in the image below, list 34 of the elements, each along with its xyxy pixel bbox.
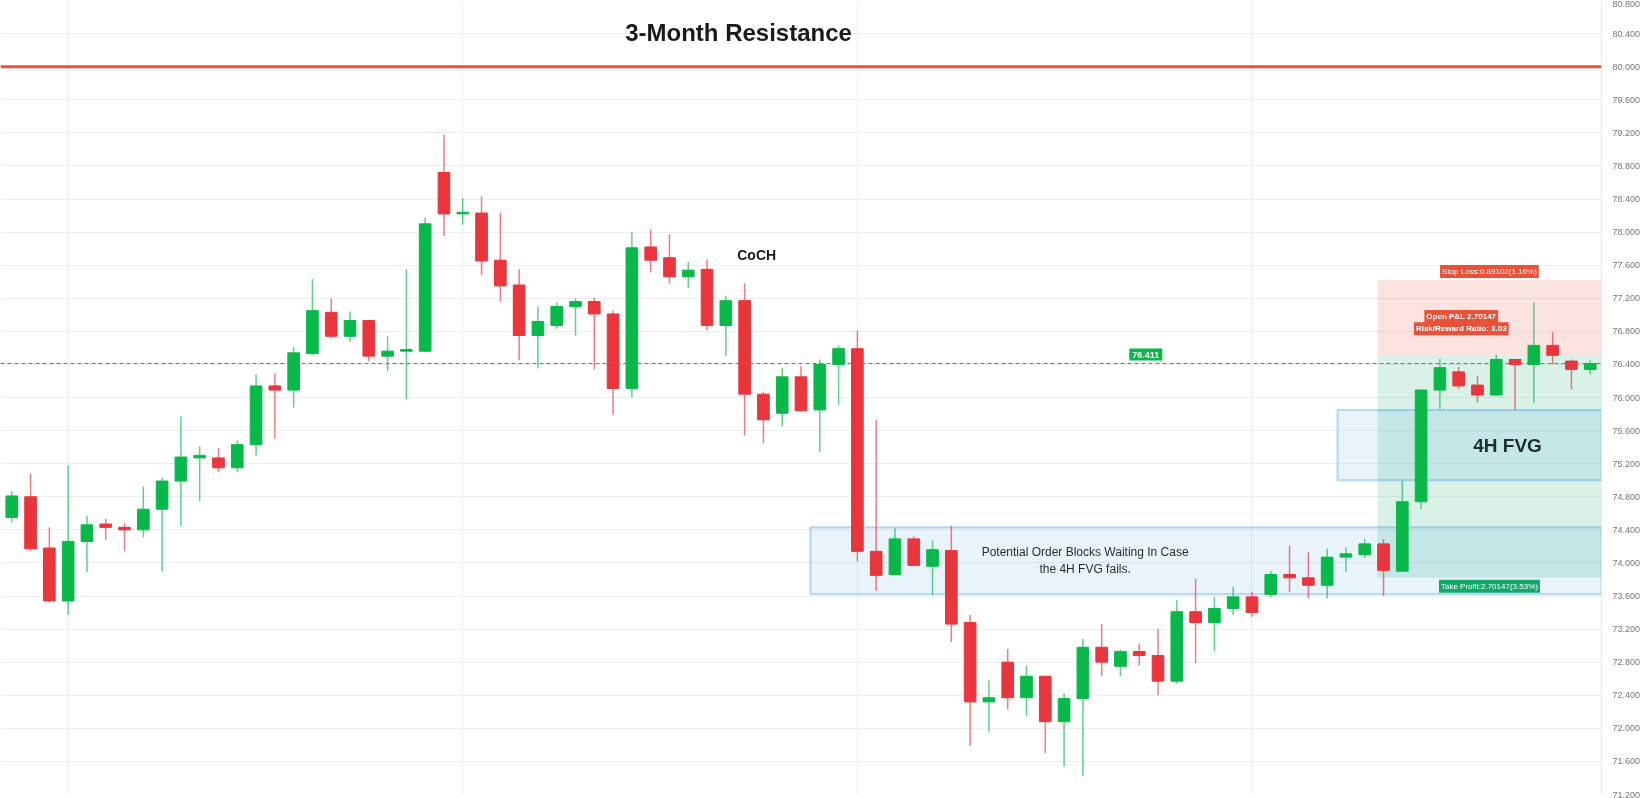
- y-tick-label: 80.400: [1612, 28, 1641, 39]
- band-label: Take Profit:2.70147(3.53%): [1440, 581, 1539, 591]
- y-tick-label: 77.200: [1612, 293, 1641, 304]
- y-tick-label: 72.000: [1612, 723, 1641, 734]
- text: 3-Month Resistance: [625, 18, 852, 46]
- y-tick-label: 78.400: [1612, 194, 1641, 204]
- annotation: Open P&L 2.70147: [1426, 311, 1497, 321]
- y-tick-label: 76.800: [1612, 326, 1641, 337]
- y-tick-label: 75.200: [1612, 458, 1641, 469]
- y-tick-label: 72.800: [1612, 657, 1641, 668]
- y-tick-label: 73.200: [1612, 624, 1641, 635]
- ref-line-label: 76.411: [1132, 349, 1160, 360]
- y-tick-label: 79.600: [1612, 94, 1641, 105]
- y-tick-label: 74.800: [1612, 491, 1641, 502]
- band-label: Potential Order Blocks Waiting In Case the 4H FVG fails.: [981, 545, 1189, 577]
- y-tick-label: 71.600: [1612, 756, 1641, 767]
- y-tick-label: 76.000: [1612, 392, 1641, 403]
- y-tick-label: 71.200: [1612, 789, 1641, 798]
- y-tick-label: 80.000: [1612, 61, 1641, 72]
- annotation: Risk/Reward Ratio: 3.03: [1415, 324, 1508, 334]
- y-tick-label: 76.400: [1612, 359, 1641, 370]
- annotation: CoCH: [737, 247, 777, 264]
- y-tick-label: 77.600: [1612, 260, 1641, 271]
- y-tick-label: 74.000: [1612, 557, 1641, 568]
- band-label: 4H FVG: [1473, 434, 1542, 456]
- y-tick-label: 72.400: [1612, 690, 1641, 701]
- y-tick-label: 78.000: [1612, 227, 1641, 238]
- y-tick-label: 74.400: [1612, 524, 1641, 535]
- y-tick-label: 79.200: [1612, 127, 1641, 138]
- y-tick-label: 80.800: [1612, 0, 1641, 9]
- y-tick-label: 73.600: [1612, 591, 1641, 601]
- y-tick-label: 78.800: [1612, 160, 1641, 171]
- y-tick-label: 75.600: [1612, 425, 1641, 436]
- band-label: Stop Loss:0.89102(1.16%): [1442, 267, 1538, 277]
